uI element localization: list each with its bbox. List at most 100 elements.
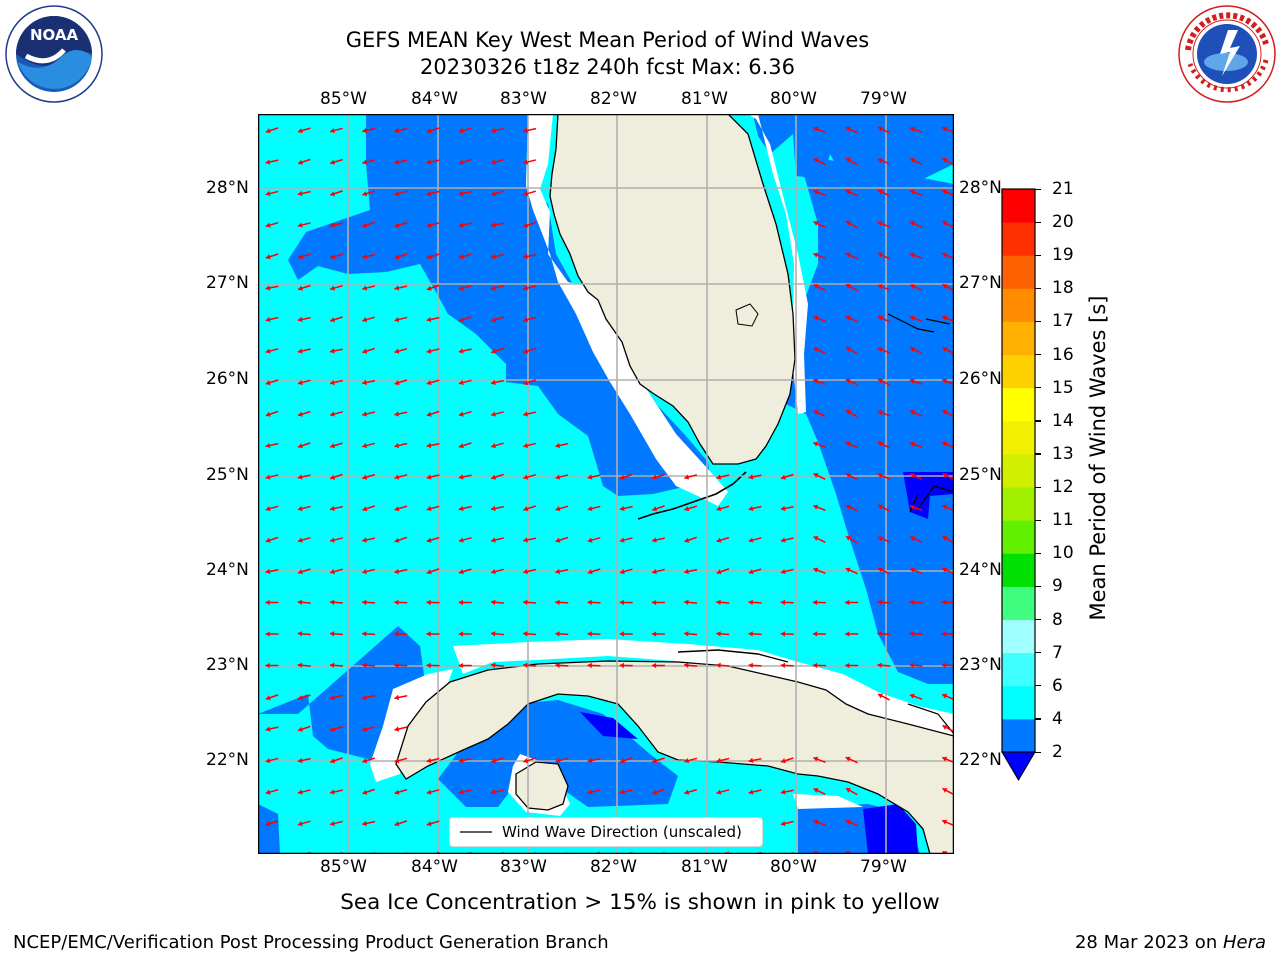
graticule (258, 114, 954, 854)
wave-direction-arrow (942, 346, 954, 355)
wave-direction-arrow (877, 473, 891, 480)
wave-direction-arrow (523, 473, 537, 480)
wave-direction-arrow (394, 127, 408, 134)
wave-direction-arrow (748, 599, 762, 606)
wave-direction-arrow (490, 442, 504, 449)
wave-direction-arrow (877, 567, 890, 575)
wave-direction-arrow (780, 599, 794, 606)
wave-direction-arrow (909, 221, 923, 228)
wave-direction-arrow (426, 505, 440, 512)
wave-direction-arrow (265, 726, 279, 732)
wave-direction-arrow (394, 788, 408, 795)
wave-direction-arrow (812, 662, 826, 669)
wave-direction-arrow (587, 631, 601, 637)
lat-label-right: 26°N (959, 369, 1002, 389)
wave-direction-arrow (845, 787, 858, 796)
wave-direction-arrow (426, 820, 440, 827)
wave-direction-arrow (877, 662, 891, 668)
wave-direction-arrow (329, 379, 343, 386)
colorbar-segment (1002, 387, 1035, 422)
wave-direction-arrow (748, 662, 762, 669)
wave-direction-arrow (684, 757, 698, 764)
wave-direction-arrow (619, 757, 633, 764)
lat-label-right: 28°N (959, 178, 1002, 198)
wave-direction-arrow (555, 568, 569, 575)
wave-direction-arrow (297, 127, 311, 134)
wave-direction-arrow (780, 505, 794, 512)
wave-direction-arrow (619, 537, 633, 543)
wave-direction-arrow (490, 568, 504, 575)
wave-direction-arrow (458, 253, 472, 260)
wave-direction-arrow (941, 126, 954, 134)
wave-direction-arrow (265, 631, 279, 637)
wave-direction-arrow (297, 442, 311, 449)
wave-direction-arrow (813, 441, 826, 449)
wave-direction-arrow (780, 473, 794, 480)
wave-direction-arrow (716, 536, 730, 543)
wave-direction-arrow (651, 599, 665, 606)
wave-direction-arrow (587, 568, 601, 575)
florida-keys (637, 471, 747, 520)
wave-direction-arrow (265, 505, 279, 512)
wave-direction-arrow (329, 284, 343, 291)
colorbar-tick-label: 10 (1052, 543, 1074, 564)
wave-direction-arrow (329, 725, 343, 732)
colorbar (1000, 185, 1040, 785)
wave-direction-arrow (813, 787, 826, 796)
wave-direction-arrow (555, 599, 569, 606)
colorbar-tick-mark (1035, 519, 1041, 521)
wave-direction-arrow (265, 190, 279, 197)
wave-direction-arrow (813, 346, 826, 355)
wave-direction-arrow (329, 568, 343, 575)
colorbar-tick-mark (1035, 188, 1041, 190)
wave-direction-arrow (555, 442, 569, 449)
wave-direction-arrow (748, 789, 762, 795)
footer-machine: Hera (1222, 932, 1266, 953)
wave-direction-arrow (490, 190, 504, 197)
wave-direction-arrow (845, 409, 858, 418)
wave-direction-arrow (619, 662, 633, 669)
wave-direction-arrow (780, 820, 794, 827)
wave-direction-arrow (555, 505, 569, 512)
wave-direction-arrow (297, 253, 311, 260)
wave-direction-arrow (394, 536, 408, 543)
wave-direction-arrow (587, 789, 601, 795)
lat-label-right: 27°N (959, 273, 1002, 293)
wave-direction-arrow (265, 159, 279, 165)
wave-direction-arrow (426, 410, 440, 417)
wave-direction-arrow (362, 473, 376, 480)
wave-direction-arrow (716, 505, 730, 512)
wave-direction-arrow (265, 221, 279, 228)
wave-direction-arrow (458, 284, 472, 291)
wave-direction-arrow (909, 378, 923, 385)
wave-direction-arrow (909, 631, 923, 637)
wave-direction-arrow (909, 441, 923, 448)
wave-direction-arrow (330, 473, 343, 480)
wave-direction-arrow (555, 662, 569, 669)
wave-direction-arrow (265, 568, 279, 575)
wave-direction-arrow (394, 285, 408, 291)
lon-label-top: 82°W (590, 89, 637, 109)
wave-direction-arrow (330, 190, 343, 197)
wave-direction-arrow (265, 410, 279, 417)
colorbar-tick-label: 7 (1052, 642, 1063, 663)
colorbar-tick-mark (1035, 254, 1041, 256)
wave-direction-arrow (845, 504, 858, 512)
wave-direction-arrow (362, 253, 376, 260)
wave-direction-arrow (651, 568, 665, 575)
wave-direction-arrow (877, 315, 890, 323)
wave-direction-arrow (748, 537, 762, 543)
wave-direction-arrow (490, 757, 504, 764)
wave-direction-arrow (394, 411, 408, 417)
wave-direction-arrow (394, 347, 408, 354)
wave-direction-arrow (362, 599, 376, 606)
wave-direction-arrow (877, 347, 891, 354)
colorbar-segment (1002, 453, 1035, 488)
wave-direction-arrow (877, 158, 891, 165)
wave-direction-arrow (362, 190, 376, 197)
colorbar-tick-label: 6 (1052, 675, 1063, 696)
lon-label-bottom: 84°W (411, 857, 458, 877)
wave-direction-arrow (523, 537, 537, 543)
lat-label-left: 22°N (206, 750, 249, 770)
wave-direction-arrow (684, 568, 698, 575)
